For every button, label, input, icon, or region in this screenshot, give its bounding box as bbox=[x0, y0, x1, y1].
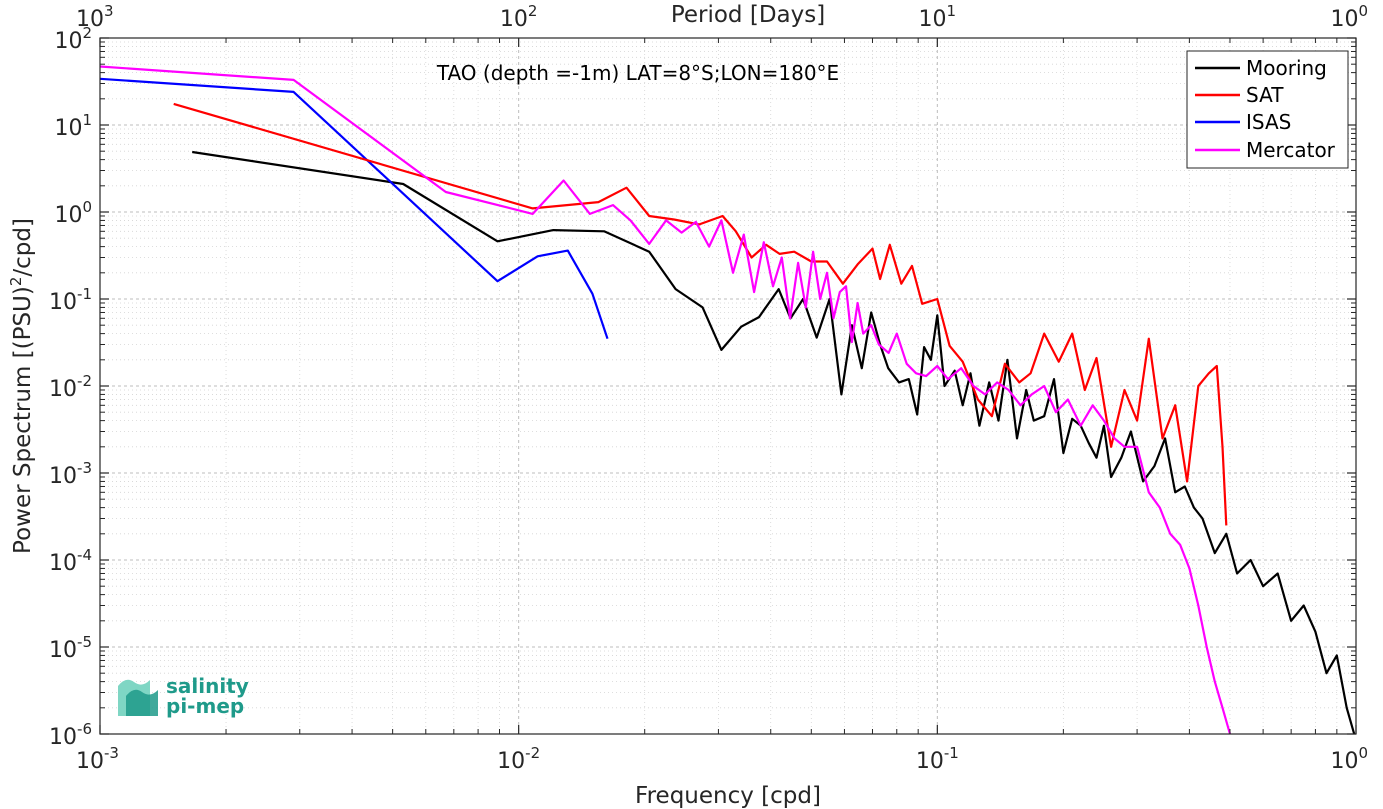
y-tick-label-exp: 1 bbox=[82, 111, 92, 129]
series-line-mercator bbox=[99, 65, 1232, 735]
top-tick-label-base: 10 bbox=[500, 7, 528, 32]
top-tick-label-base: 10 bbox=[919, 7, 947, 32]
legend-label-sat: SAT bbox=[1246, 83, 1284, 107]
top-tick-label: 100 bbox=[1330, 2, 1368, 32]
x-tick-label: 100 bbox=[1330, 744, 1368, 774]
top-axis-label: Period [Days] bbox=[671, 2, 825, 28]
x-tick-label-exp: -3 bbox=[104, 744, 119, 762]
series-line-mooring bbox=[192, 150, 1356, 735]
top-tick-label: 101 bbox=[919, 2, 957, 32]
x-tick-label: 10-3 bbox=[76, 744, 119, 774]
y-tick-label: 10-6 bbox=[49, 720, 92, 750]
x-tick-label-exp: 0 bbox=[1358, 744, 1368, 762]
top-tick-label-base: 10 bbox=[1330, 7, 1358, 32]
top-tick-label: 102 bbox=[500, 2, 538, 32]
series-layer bbox=[99, 65, 1356, 735]
y-tick-label: 10-1 bbox=[49, 285, 92, 315]
y-tick-label: 10-2 bbox=[49, 372, 92, 402]
x-axis-label: Frequency [cpd] bbox=[635, 783, 821, 809]
salinity-pimep-logo: salinity pi-mep bbox=[118, 674, 249, 718]
x-tick-label: 10-2 bbox=[497, 744, 540, 774]
series-line-isas bbox=[99, 77, 609, 340]
y-tick-label: 10-3 bbox=[49, 459, 92, 489]
y-axis-label-unit: /cpd] bbox=[10, 218, 36, 277]
legend-label-mercator: Mercator bbox=[1246, 138, 1336, 162]
x-tick-label: 10-1 bbox=[916, 744, 959, 774]
y-tick-label: 10-4 bbox=[49, 546, 92, 576]
legend-box bbox=[1186, 50, 1349, 169]
x-tick-label-base: 10 bbox=[916, 749, 944, 774]
chart-title: TAO (depth =-1m) LAT=8°S;LON=180°E bbox=[436, 61, 839, 85]
y-axis-label-main: Power Spectrum [(PSU) bbox=[10, 286, 36, 554]
y-axis-label-sup: 2 bbox=[7, 277, 25, 287]
y-tick-label-base: 10 bbox=[54, 203, 82, 228]
y-tick-label-exp: -1 bbox=[77, 285, 92, 303]
y-tick-label: 100 bbox=[54, 198, 92, 228]
legend: Mooring SAT ISAS Mercator bbox=[1186, 50, 1349, 169]
y-tick-label-exp: 2 bbox=[82, 24, 92, 42]
y-tick-label-exp: -6 bbox=[77, 720, 92, 738]
logo-wave-icon-front bbox=[126, 689, 158, 716]
top-tick-label-exp: 0 bbox=[1358, 2, 1368, 20]
y-tick-label-base: 10 bbox=[49, 290, 77, 315]
x-tick-label-base: 10 bbox=[497, 749, 525, 774]
top-tick-label-exp: 1 bbox=[947, 2, 957, 20]
x-tick-label-base: 10 bbox=[76, 749, 104, 774]
y-tick-label: 101 bbox=[54, 111, 92, 141]
y-tick-label-base: 10 bbox=[54, 116, 82, 141]
y-tick-label-base: 10 bbox=[49, 725, 77, 750]
series-line-sat bbox=[173, 102, 1228, 526]
y-tick-label-exp: -4 bbox=[77, 546, 92, 564]
y-tick-label-exp: 0 bbox=[82, 198, 92, 216]
y-tick-label: 102 bbox=[54, 24, 92, 54]
top-tick-label-exp: 3 bbox=[104, 2, 114, 20]
logo-line1: salinity bbox=[166, 674, 249, 698]
y-tick-label-exp: -5 bbox=[77, 633, 92, 651]
x-tick-label-base: 10 bbox=[1330, 749, 1358, 774]
y-tick-label-base: 10 bbox=[49, 638, 77, 663]
legend-label-mooring: Mooring bbox=[1246, 56, 1327, 80]
top-tick-label-exp: 2 bbox=[528, 2, 538, 20]
y-tick-label-base: 10 bbox=[54, 29, 82, 54]
top-tick-label: 103 bbox=[76, 2, 114, 32]
x-tick-label-exp: -1 bbox=[944, 744, 959, 762]
y-axis-label: Power Spectrum [(PSU)2/cpd] bbox=[7, 218, 36, 554]
y-tick-label-exp: -2 bbox=[77, 372, 92, 390]
top-tick-label-base: 10 bbox=[76, 7, 104, 32]
y-tick-label: 10-5 bbox=[49, 633, 92, 663]
x-tick-label-exp: -2 bbox=[525, 744, 540, 762]
legend-label-isas: ISAS bbox=[1246, 110, 1291, 134]
tick-marks bbox=[99, 37, 1357, 735]
y-tick-label-exp: -3 bbox=[77, 459, 92, 477]
y-tick-label-base: 10 bbox=[49, 377, 77, 402]
y-tick-label-base: 10 bbox=[49, 551, 77, 576]
logo-line2: pi-mep bbox=[166, 694, 244, 718]
y-tick-label-base: 10 bbox=[49, 464, 77, 489]
